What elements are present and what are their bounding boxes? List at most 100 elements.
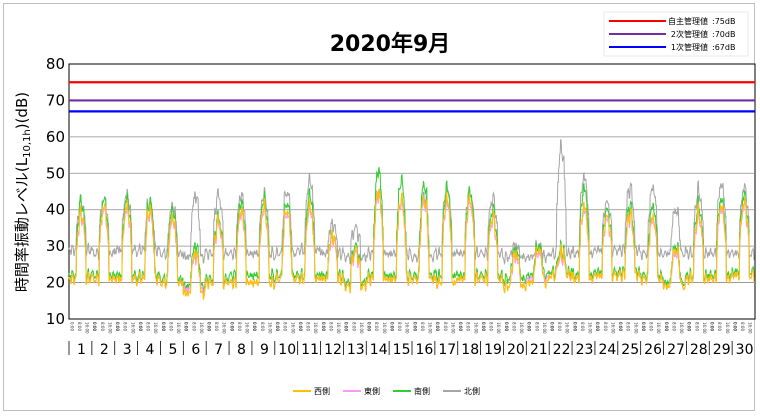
hour-tick-label: 16:00	[176, 322, 181, 334]
day-label: 22	[553, 342, 571, 358]
hour-tick-label: 0:00	[435, 322, 440, 331]
threshold-lines	[69, 81, 755, 113]
hour-tick-label: 0:00	[618, 322, 623, 331]
hour-tick-label: 0:00	[389, 322, 394, 331]
hour-tick-label: 0:00	[664, 322, 669, 331]
hour-tick-label: 0:00	[458, 322, 463, 331]
day-label: 23	[576, 342, 594, 358]
hour-tick-label: 0:00	[664, 322, 669, 331]
hour-tick-label: 16:00	[656, 322, 661, 334]
hour-tick-label: 0:00	[92, 322, 97, 331]
hour-tick-label: 16:00	[542, 322, 547, 334]
hour-tick-label: 0:00	[572, 322, 577, 331]
hour-tick-label: 16:00	[153, 322, 158, 334]
threshold-legend-name: 2次管理値	[671, 29, 708, 39]
hour-tick-label: 16:00	[245, 322, 250, 334]
hour-tick-label: 16:00	[428, 322, 433, 334]
threshold-legend-name: 自主管理値	[668, 16, 708, 26]
hour-tick-label: 0:00	[184, 322, 189, 331]
hour-tick-label: 16:00	[85, 322, 90, 334]
hour-tick-label: 0:00	[252, 322, 257, 331]
threshold-legend: 自主管理値:75dB 2次管理値:70dB 1次管理値:67dB	[603, 11, 749, 57]
hour-tick-label: 8:00	[191, 322, 196, 331]
hour-tick-label: 8:00	[283, 322, 288, 331]
hour-tick-label: 16:00	[565, 322, 570, 334]
hour-tick-label: 8:00	[77, 322, 82, 331]
hour-tick-label: 0:00	[161, 322, 166, 331]
hour-tick-label: 8:00	[237, 322, 242, 331]
day-label: 4	[146, 342, 155, 358]
hour-tick-label: 16:00	[336, 322, 341, 334]
hour-tick-label: 0:00	[161, 322, 166, 331]
hour-tick-label: 0:00	[367, 322, 372, 331]
hour-tick-label: 0:00	[275, 322, 280, 331]
hour-tick-label: 8:00	[580, 322, 585, 331]
hour-tick-label: 0:00	[298, 322, 303, 331]
y-axis-label-main: 時間率振動レベル(L	[13, 157, 31, 292]
hour-tick-label: 8:00	[168, 322, 173, 331]
day-label: 2	[100, 342, 109, 358]
hour-tick-label: 0:00	[344, 322, 349, 331]
hour-tick-label: 0:00	[687, 322, 692, 331]
series-line-西側	[68, 188, 755, 300]
series-legend-label: 南側	[414, 386, 430, 396]
hour-tick-label: 0:00	[481, 322, 486, 331]
plot-background	[68, 63, 756, 320]
hour-tick-label: 16:00	[107, 322, 112, 334]
hour-tick-label: 0:00	[252, 322, 257, 331]
day-label: 29	[713, 342, 731, 358]
hour-tick-label: 16:00	[588, 322, 593, 334]
hour-tick-label: 0:00	[229, 322, 234, 331]
hour-tick-label: 8:00	[649, 322, 654, 331]
y-tick-label: 60	[46, 128, 65, 146]
day-label: 6	[191, 342, 200, 358]
y-axis: 10 20 30 40 50 60 70 80	[46, 55, 65, 328]
hour-tick-label: 16:00	[199, 322, 204, 334]
series-legend: 西側 東側 南側 北側	[293, 386, 480, 396]
y-tick-label: 40	[46, 201, 65, 219]
y-axis-label-unit: )(dB)	[13, 92, 31, 129]
plot-area	[68, 63, 756, 320]
hour-tick-label: 0:00	[138, 322, 143, 331]
hour-tick-label: 8:00	[694, 322, 699, 331]
day-label: 1	[77, 342, 86, 358]
day-label: 13	[347, 342, 365, 358]
series-legend-label: 北側	[464, 386, 480, 396]
hour-tick-label: 0:00	[481, 322, 486, 331]
hour-tick-label: 8:00	[443, 322, 448, 331]
hour-tick-label: 0:00	[550, 322, 555, 331]
hour-tick-label: 16:00	[473, 322, 478, 334]
hour-tick-label: 8:00	[329, 322, 334, 331]
hour-tick-label: 0:00	[207, 322, 212, 331]
day-label: 14	[370, 342, 388, 358]
hour-tick-label: 0:00	[550, 322, 555, 331]
hour-tick-label: 0:00	[732, 322, 737, 331]
chart-frame: 2020年9月 自主管理値:75dB 2次管理値:70dB 1次管理値:67dB 1…	[3, 3, 756, 411]
series-legend-label: 西側	[314, 386, 330, 396]
hour-tick-label: 8:00	[626, 322, 631, 331]
threshold-legend-value: :67dB	[712, 43, 735, 52]
y-axis-label-subscript: 10,1h	[22, 129, 33, 158]
day-label: 7	[214, 342, 223, 358]
day-label: 18	[461, 342, 479, 358]
hour-tick-label: 16:00	[290, 322, 295, 334]
hour-tick-label: 0:00	[687, 322, 692, 331]
day-label: 10	[278, 342, 296, 358]
threshold-legend-value: :75dB	[712, 17, 735, 26]
threshold-legend-value: :70dB	[712, 30, 735, 39]
hour-tick-label: 8:00	[146, 322, 151, 331]
hour-tick-label: 0:00	[115, 322, 120, 331]
hour-tick-label: 16:00	[519, 322, 524, 334]
hour-tick-label: 16:00	[382, 322, 387, 334]
day-label: 8	[237, 342, 246, 358]
hour-tick-label: 0:00	[732, 322, 737, 331]
hour-tick-label: 8:00	[466, 322, 471, 331]
hour-tick-label: 0:00	[321, 322, 326, 331]
y-tick-label: 70	[46, 91, 65, 109]
chart-svg: 2020年9月 自主管理値:75dB 2次管理値:70dB 1次管理値:67dB 1…	[13, 11, 756, 396]
hour-tick-label: 8:00	[306, 322, 311, 331]
day-label: 24	[598, 342, 616, 358]
day-label: 16	[415, 342, 433, 358]
hour-tick-label: 16:00	[268, 322, 273, 334]
